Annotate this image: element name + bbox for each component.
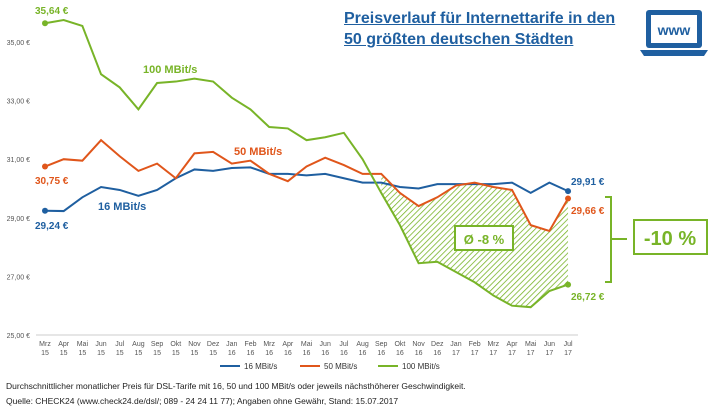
avg-box xyxy=(454,225,514,251)
x-tick-label: 16 xyxy=(247,350,255,357)
x-tick-label: Mrz xyxy=(39,341,51,348)
x-tick-label: 16 xyxy=(340,350,348,357)
x-tick-label: Jun xyxy=(320,341,331,348)
y-tick-label: 29,00 € xyxy=(7,216,30,223)
x-tick-label: Apr xyxy=(58,341,70,348)
laptop-www-icon: www xyxy=(640,10,708,56)
x-tick-label: 16 xyxy=(359,350,367,357)
x-tick-label: Jul xyxy=(115,341,124,348)
series-line-1 xyxy=(44,138,569,233)
x-tick-label: 15 xyxy=(60,350,68,357)
x-tick-label: 16 xyxy=(284,350,292,357)
series-point xyxy=(565,281,572,288)
x-tick-label: 15 xyxy=(191,350,199,357)
x-tick-label: 17 xyxy=(545,350,553,357)
series-point xyxy=(42,20,48,27)
x-tick-label: Jan xyxy=(450,341,461,348)
label-16-series: 16 MBit/s xyxy=(98,201,146,213)
x-tick-label: 15 xyxy=(209,350,217,357)
x-tick-label: 17 xyxy=(564,350,572,357)
x-tick-label: 16 xyxy=(265,350,273,357)
legend-label: 100 MBit/s xyxy=(402,362,440,371)
x-tick-label: 15 xyxy=(97,350,105,357)
x-tick-label: Mrz xyxy=(487,341,499,348)
title-line-2: 50 größten deutschen Städten xyxy=(344,31,574,48)
y-tick-label: 31,00 € xyxy=(7,157,30,164)
y-tick-label: 27,00 € xyxy=(7,274,30,281)
x-tick-label: 15 xyxy=(135,350,143,357)
label-100-end: 26,72 € xyxy=(571,292,605,303)
title-line-1: Preisverlauf für Internettarife in den xyxy=(344,10,616,27)
line-chart: 25,00 € 27,00 € 29,00 € 31,00 € 33,00 € 35,00… xyxy=(7,6,708,371)
x-tick-label: Aug xyxy=(132,341,145,348)
x-tick-label: Feb xyxy=(244,341,256,348)
x-tick-label: 16 xyxy=(415,350,423,357)
x-tick-label: Dez xyxy=(431,341,444,348)
label-50-end: 29,66 € xyxy=(571,206,605,217)
x-tick-label: 15 xyxy=(78,350,86,357)
series-point xyxy=(42,207,48,214)
x-tick-label: 17 xyxy=(489,350,497,357)
x-tick-label: 17 xyxy=(508,350,516,357)
x-tick-label: 17 xyxy=(452,350,460,357)
y-tick-label: 33,00 € xyxy=(7,99,30,106)
x-tick-label: 15 xyxy=(153,350,161,357)
footnote-description: Durchschnittlicher monatlicher Preis für… xyxy=(6,381,466,391)
x-tick-label: Jun xyxy=(95,341,106,348)
x-tick-label: Apr xyxy=(282,341,294,348)
y-tick-label: 35,00 € xyxy=(7,40,30,47)
series-line-2 xyxy=(44,18,569,309)
x-tick-label: Mai xyxy=(77,341,89,348)
label-50-series: 50 MBit/s xyxy=(234,146,282,158)
x-tick-label: Jun xyxy=(544,341,555,348)
x-tick-label: Jul xyxy=(564,341,573,348)
x-tick-label: Mai xyxy=(525,341,537,348)
x-tick-label: Sep xyxy=(151,341,164,348)
x-tick-label: Jan xyxy=(226,341,237,348)
x-tick-label: Okt xyxy=(170,341,181,348)
x-tick-label: Nov xyxy=(188,341,201,348)
x-tick-label: 15 xyxy=(172,350,180,357)
footnote-source: Quelle: CHECK24 (www.check24.de/dsl/; 08… xyxy=(6,396,399,406)
legend-label: 50 MBit/s xyxy=(324,362,357,371)
label-16-end: 29,91 € xyxy=(571,177,605,188)
series-point xyxy=(565,188,572,195)
label-50-start: 30,75 € xyxy=(35,176,69,187)
x-tick-label: 16 xyxy=(303,350,311,357)
x-tick-label: Nov xyxy=(412,341,425,348)
www-text: www xyxy=(657,22,691,38)
x-tick-label: Sep xyxy=(375,341,388,348)
x-tick-label: 16 xyxy=(433,350,441,357)
x-tick-label: 16 xyxy=(396,350,404,357)
x-tick-label: Mrz xyxy=(263,341,275,348)
series-point xyxy=(42,163,48,170)
y-tick-label: 25,00 € xyxy=(7,333,30,340)
x-tick-label: 16 xyxy=(321,350,329,357)
x-tick-label: Aug xyxy=(356,341,369,348)
x-tick-label: Apr xyxy=(507,341,519,348)
chart-title: Preisverlauf für Internettarife in den 50… xyxy=(344,8,615,50)
label-100-series: 100 MBit/s xyxy=(143,64,197,76)
x-tick-label: 17 xyxy=(527,350,535,357)
x-tick-label: 16 xyxy=(377,350,385,357)
bracket xyxy=(605,196,627,283)
label-100-start: 35,64 € xyxy=(35,6,69,17)
x-tick-label: Okt xyxy=(394,341,405,348)
x-tick-label: 16 xyxy=(228,350,236,357)
x-tick-label: Mai xyxy=(301,341,313,348)
x-tick-label: Dez xyxy=(207,341,220,348)
total-label: -10 % xyxy=(644,228,696,250)
total-box xyxy=(633,219,708,255)
series-point xyxy=(565,195,572,202)
label-16-start: 29,24 € xyxy=(35,221,69,232)
x-tick-label: Jul xyxy=(339,341,348,348)
avg-label: Ø -8 % xyxy=(464,232,505,247)
x-tick-label: 15 xyxy=(41,350,49,357)
x-tick-label: 17 xyxy=(471,350,479,357)
legend-label: 16 MBit/s xyxy=(244,362,277,371)
x-tick-label: Feb xyxy=(469,341,481,348)
x-tick-label: 15 xyxy=(116,350,124,357)
